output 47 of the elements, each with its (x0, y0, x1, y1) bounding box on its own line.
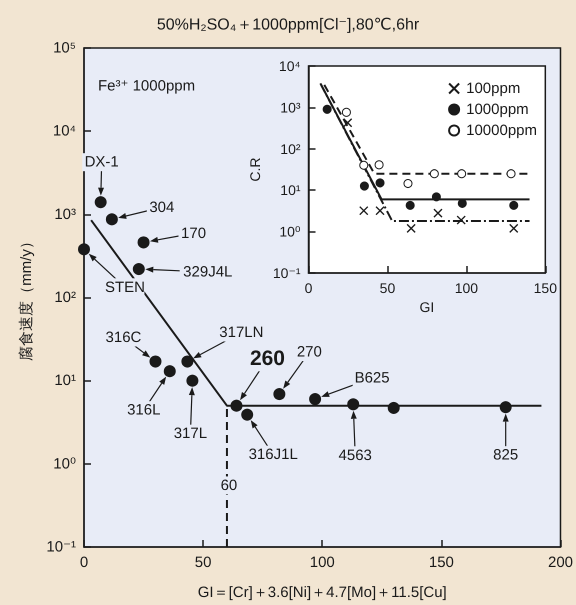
annotation: 316L (127, 402, 160, 419)
annotation: 304 (149, 198, 174, 216)
legend-label: 1000ppm (466, 101, 529, 118)
x-tick-label: 0 (304, 280, 313, 296)
annotation: 60 (220, 476, 238, 494)
x-axis-title: GI＝[Cr]＋3.6[Ni]＋4.7[Mo]＋11.5[Cu] (198, 584, 447, 601)
annotation: 260 (250, 347, 285, 370)
x-tick-label: 0 (80, 554, 88, 571)
x-tick-label: 200 (548, 554, 573, 571)
annotation: 329J4L (183, 264, 232, 281)
y-tick-label: 10⁵ (53, 40, 76, 56)
y-tick-label: 10⁰ (279, 224, 301, 240)
annotation: 825 (493, 446, 518, 464)
x-tick-label: 50 (380, 280, 396, 296)
y-tick-label: 10² (54, 289, 76, 306)
annotation: 270 (296, 344, 322, 361)
annotation: B625 (354, 370, 390, 387)
legend-label: 100ppm (466, 80, 520, 97)
legend-label: 10000ppm (466, 122, 538, 139)
x-axis-title: GI (420, 298, 434, 315)
y-tick-label: 10⁰ (53, 455, 76, 472)
y-tick-label: 10³ (54, 206, 76, 223)
x-tick-label: 100 (454, 280, 478, 296)
y-tick-label: 10⁻¹ (46, 538, 76, 556)
annotation: DX-1 (84, 154, 119, 171)
annotation: 316J1L (248, 446, 298, 464)
y-tick-label: 10¹ (54, 372, 76, 390)
annotation: 317LN (219, 324, 264, 341)
y-tick-label: 10² (280, 140, 301, 157)
y-tick-label: 10⁴ (278, 58, 301, 74)
y-tick-label: 10¹ (280, 182, 301, 198)
chart-title: 50%H₂SO₄＋1000ppm[Cl⁻],80℃,6hr (156, 16, 420, 34)
y-axis-title: C.R (247, 157, 263, 182)
x-tick-label: 50 (194, 554, 212, 571)
annotation: STEN (104, 278, 146, 296)
annotation: 317L (174, 425, 208, 442)
x-tick-label: 150 (428, 554, 454, 571)
x-tick-label: 150 (534, 280, 558, 296)
x-tick-label: 100 (310, 554, 335, 571)
annotation: 316C (106, 329, 142, 346)
annotation: Fe³⁺ 1000ppm (98, 77, 196, 94)
y-tick-label: 10³ (280, 99, 301, 116)
y-tick-label: 10⁻¹ (272, 265, 301, 281)
y-axis-title: 腐食速度（mm/y） (18, 234, 35, 361)
annotation: 4563 (338, 446, 372, 464)
annotation: 170 (181, 224, 206, 242)
y-tick-label: 10⁴ (52, 122, 76, 140)
